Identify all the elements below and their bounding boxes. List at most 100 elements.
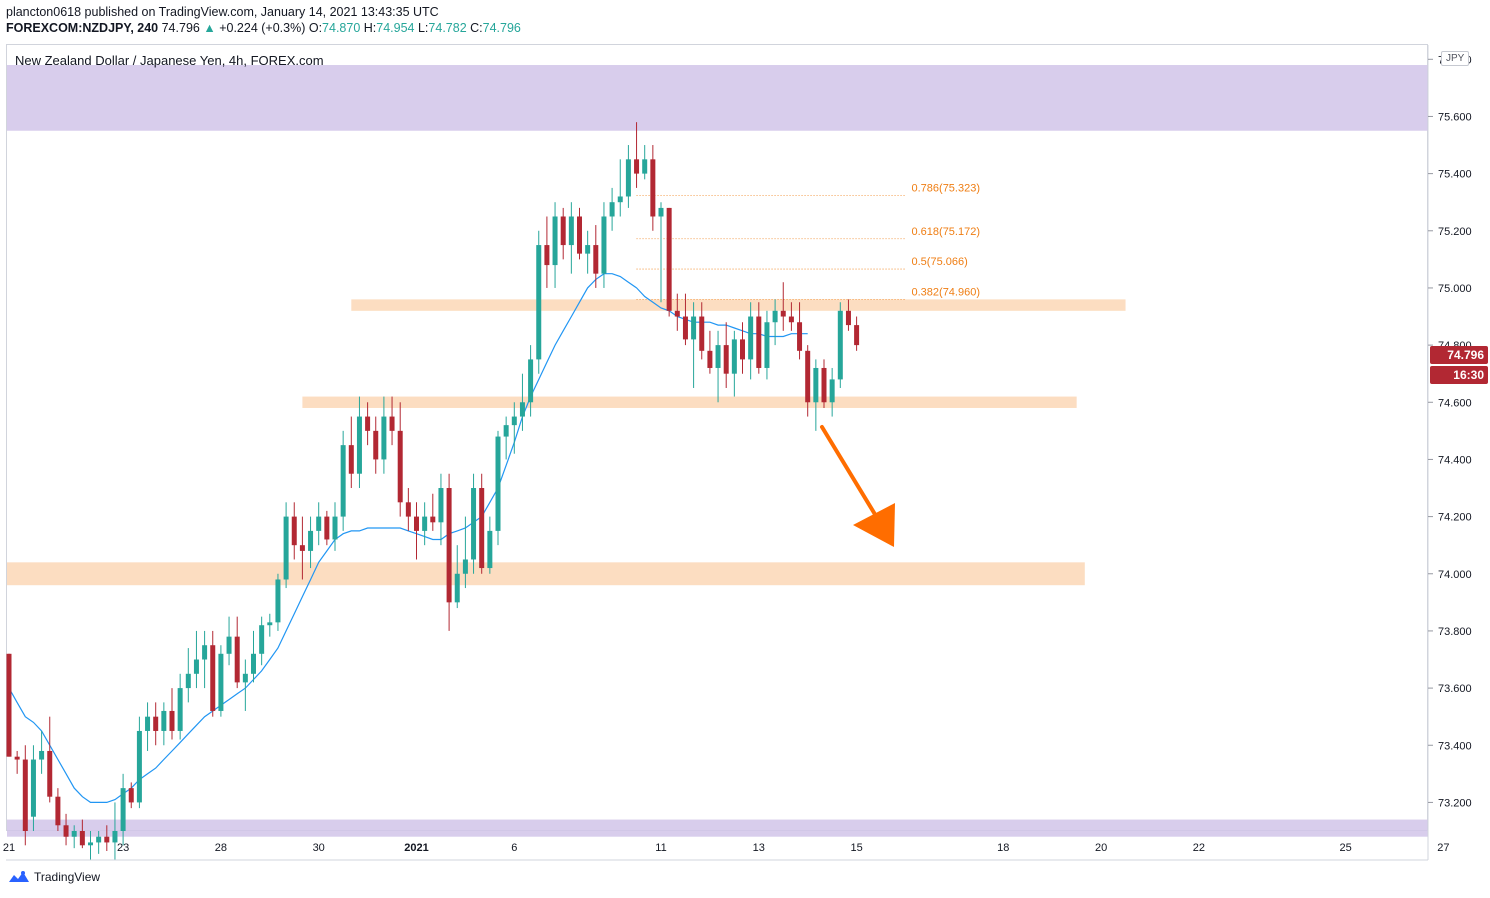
candle-body [6,653,12,757]
candle [788,302,794,331]
candle [275,573,281,631]
candle [251,630,256,683]
candle-body [552,216,558,266]
footer-brand[interactable]: TradingView [8,870,100,884]
fib-label-0.5: 0.5(75.066) [912,256,968,268]
demand-zone-bottom [7,819,1428,837]
candle-body [283,516,289,580]
candle-body [519,402,525,417]
candle-body [609,202,615,217]
candle [405,488,411,531]
support-zone-74-6 [302,396,1077,408]
y-tick-label: 74.200 [1438,512,1472,524]
candle [202,630,208,689]
candle-body [389,416,395,431]
candle-body [291,516,297,546]
candle-body [120,788,126,831]
resistance-zone-75 [351,299,1126,311]
candle-body [585,245,591,254]
currency-button[interactable]: JPY [1441,51,1470,66]
candle-body [22,759,28,831]
candle [536,230,542,374]
candle [6,653,12,757]
candle [291,502,297,560]
candle-body [14,756,20,760]
candle [813,359,819,431]
candle-body [715,345,721,368]
candle [332,502,338,551]
candle [585,230,591,274]
close-label: C: [470,21,483,35]
candle-body [63,825,69,837]
candle [348,416,354,489]
x-tick-label: 11 [655,842,666,854]
candle [487,516,493,574]
candle-body [544,245,550,266]
candle [503,416,509,460]
high-value: 74.954 [376,21,415,35]
y-tick-label: 75.400 [1438,169,1472,181]
candle [30,745,36,831]
candle [560,207,566,260]
candle [495,430,501,546]
candle [39,730,45,774]
footer-brand-label: TradingView [34,870,101,884]
candle [511,402,517,454]
candle [617,159,623,217]
candle [805,345,811,417]
x-tick-label: 28 [215,842,227,854]
y-tick-label: 73.200 [1438,797,1472,809]
candle-body [88,842,93,846]
candle-body [731,339,737,374]
candles-layer [6,122,860,860]
candle [797,302,803,360]
candle [63,813,69,846]
candle [267,613,273,637]
candle-body [446,488,452,603]
candle [218,645,224,717]
y-tick-label: 75.000 [1438,283,1472,295]
candle [674,293,680,331]
candle-body [691,316,697,340]
candle [356,396,362,489]
zones-layer [7,65,1428,837]
candle [324,510,330,546]
candle [136,716,142,809]
candle-body [251,653,256,674]
candle-body [47,750,53,797]
candle-body [112,831,118,843]
candle-body [324,516,330,540]
candle-body [275,579,281,623]
candle-body [202,645,208,660]
candle-body [356,416,362,474]
candle [691,302,697,388]
symbol-label[interactable]: FOREXCOM:NZDJPY, 240 [6,21,159,35]
candle [47,716,53,803]
price-change: +0.224 (+0.3%) [219,21,306,35]
x-tick-label: 25 [1339,842,1351,854]
fib-label-0.382: 0.382(74.960) [912,286,981,298]
candle-body [39,750,45,760]
candle [699,302,705,360]
candle-body [568,216,574,246]
candle-body [666,207,672,311]
candle-body [79,831,85,846]
candle-body [495,436,501,531]
candle-body [145,716,151,731]
candle [625,145,631,208]
y-tick-label: 75.200 [1438,226,1472,238]
candle-body [218,653,224,711]
candle [120,773,126,846]
candle [780,282,786,331]
last-price-tag: 74.796 [1430,346,1488,364]
candle-body [601,216,607,274]
candle-body [153,716,159,731]
candle [365,402,371,446]
candle [79,819,85,849]
candle [601,202,607,288]
candle-body [299,545,305,551]
x-tick-label: 6 [511,842,517,854]
axis-layer: 75.80075.60075.40075.20075.00074.80074.6… [3,45,1472,861]
candle-body [308,530,314,551]
